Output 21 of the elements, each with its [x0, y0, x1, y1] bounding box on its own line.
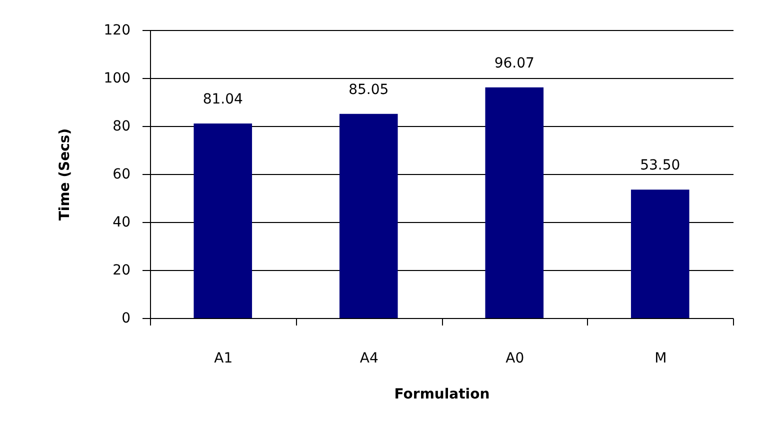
x-tick-label: M — [654, 350, 667, 366]
y-tick-label: 0 — [122, 310, 130, 326]
y-tick-label: 40 — [112, 214, 130, 230]
data-label: 85.05 — [348, 82, 389, 98]
bar — [485, 87, 544, 318]
y-tick-label: 100 — [104, 70, 130, 86]
y-tick-label: 80 — [112, 118, 130, 134]
bar — [194, 124, 252, 318]
y-tick-label: 120 — [104, 22, 130, 38]
y-tick-label: 20 — [112, 262, 130, 278]
y-axis-title: Time (Secs) — [56, 128, 73, 221]
bar — [339, 114, 398, 318]
data-label: 96.07 — [494, 55, 534, 72]
bar — [630, 190, 690, 318]
x-tick-label: A4 — [360, 350, 378, 366]
y-tick-label: 60 — [112, 166, 130, 182]
data-label: 81.04 — [202, 92, 243, 108]
x-axis-title: Formulation — [394, 386, 490, 402]
x-tick-label: A0 — [506, 350, 524, 366]
data-label: 53.50 — [640, 158, 680, 174]
x-tick-label: A1 — [214, 350, 233, 366]
